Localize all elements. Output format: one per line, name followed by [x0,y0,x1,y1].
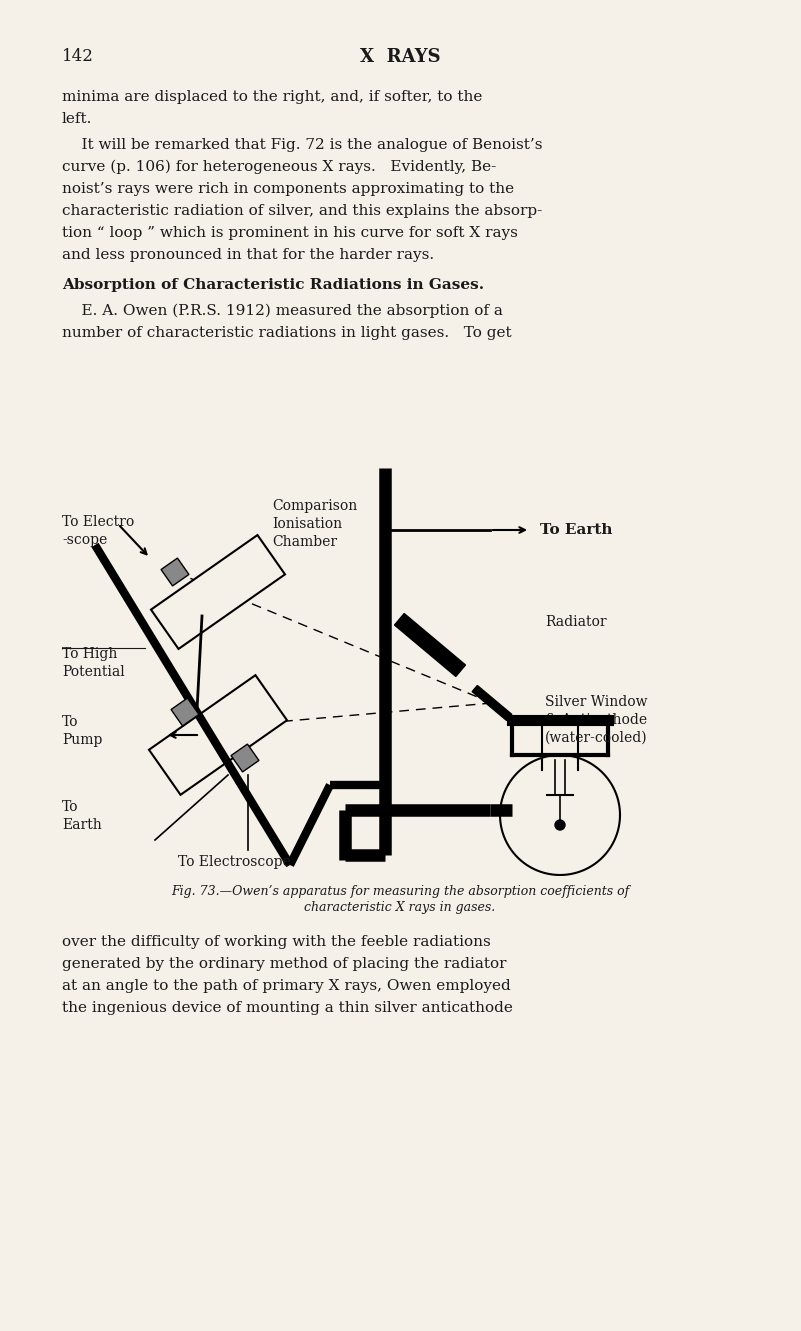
Text: It will be remarked that Fig. 72 is the analogue of Benoist’s: It will be remarked that Fig. 72 is the … [62,138,542,152]
Text: To Electro: To Electro [62,515,135,528]
Text: and less pronounced in that for the harder rays.: and less pronounced in that for the hard… [62,248,434,262]
Text: characteristic X rays in gases.: characteristic X rays in gases. [304,901,496,914]
Text: (water-cooled): (water-cooled) [545,731,648,745]
Text: To Electroscope: To Electroscope [178,855,291,869]
Text: at an angle to the path of primary X rays, Owen employed: at an angle to the path of primary X ray… [62,980,511,993]
Text: X  RAYS: X RAYS [360,48,441,67]
Polygon shape [149,675,287,795]
Polygon shape [151,535,285,650]
Text: curve (p. 106) for heterogeneous X rays.   Evidently, Be-: curve (p. 106) for heterogeneous X rays.… [62,160,497,174]
Polygon shape [231,744,259,772]
Text: To: To [62,800,78,815]
Text: 142: 142 [62,48,94,65]
Text: over the difficulty of working with the feeble radiations: over the difficulty of working with the … [62,934,491,949]
Text: Ionisation: Ionisation [272,516,342,531]
Text: To: To [62,715,78,729]
Text: minima are displaced to the right, and, if softer, to the: minima are displaced to the right, and, … [62,91,482,104]
Text: left.: left. [62,112,92,126]
Polygon shape [171,697,199,725]
Text: generated by the ordinary method of placing the radiator: generated by the ordinary method of plac… [62,957,506,972]
Text: To High: To High [62,647,118,662]
Text: number of characteristic radiations in light gases.   To get: number of characteristic radiations in l… [62,326,512,339]
Text: Chamber: Chamber [272,535,337,548]
Text: Silver Window: Silver Window [545,695,647,709]
Text: Potential: Potential [62,666,125,679]
Text: the ingenious device of mounting a thin silver anticathode: the ingenious device of mounting a thin … [62,1001,513,1016]
Text: Radiator: Radiator [545,615,606,630]
Text: To Earth: To Earth [540,523,613,536]
Text: Comparison: Comparison [272,499,357,512]
Text: & Anticathode: & Anticathode [545,713,647,727]
Text: Earth: Earth [62,819,102,832]
Text: E. A. Owen (P.R.S. 1912) measured the absorption of a: E. A. Owen (P.R.S. 1912) measured the ab… [62,303,503,318]
Text: noist’s rays were rich in components approximating to the: noist’s rays were rich in components app… [62,182,514,196]
Polygon shape [161,558,189,586]
Polygon shape [395,614,465,676]
Circle shape [555,820,565,831]
Text: -scope: -scope [62,532,107,547]
Text: characteristic radiation of silver, and this explains the absorp-: characteristic radiation of silver, and … [62,204,542,218]
Polygon shape [473,685,512,720]
Text: Absorption of Characteristic Radiations in Gases.: Absorption of Characteristic Radiations … [62,278,484,291]
Text: Fig. 73.—Owen’s apparatus for measuring the absorption coefficients of: Fig. 73.—Owen’s apparatus for measuring … [171,885,629,898]
Text: Pump: Pump [62,733,103,747]
Text: tion “ loop ” which is prominent in his curve for soft X rays: tion “ loop ” which is prominent in his … [62,226,518,240]
